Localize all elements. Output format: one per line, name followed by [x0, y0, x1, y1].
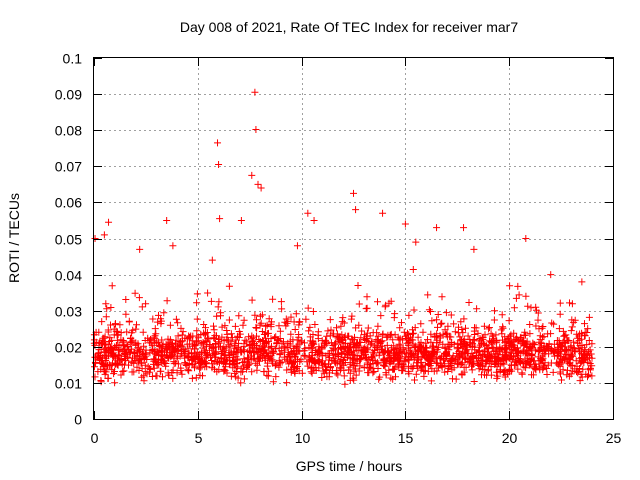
roti-peak-point-2: [105, 218, 113, 226]
roti-peak-point-5: [169, 242, 177, 250]
roti-peak-point-12: [251, 88, 259, 96]
roti-peak-point-7: [214, 139, 222, 147]
roti-peak-point-28: [547, 271, 555, 279]
roti-peak-point-3: [136, 245, 144, 253]
roti-peak-point-14: [254, 180, 262, 188]
y-tick-label: 0.06: [55, 195, 82, 211]
roti-peak-point-18: [310, 216, 318, 224]
roti-peak-point-9: [216, 215, 224, 223]
y-tick-label: 0.05: [55, 232, 82, 248]
roti-peak-point-16: [293, 242, 301, 250]
y-tick-label: 0.02: [55, 340, 82, 356]
roti-peak-point-8: [215, 160, 223, 168]
x-tick-label: 15: [398, 430, 414, 446]
y-tick-label: 0.08: [55, 123, 82, 139]
roti-peak-point-17: [304, 209, 312, 217]
roti-peak-point-10: [237, 216, 245, 224]
roti-peak-point-27: [522, 235, 530, 242]
roti-peak-point-13: [252, 125, 260, 133]
y-tick-label: 0.04: [55, 268, 82, 284]
data-points: [90, 88, 596, 388]
x-tick-label: 25: [606, 430, 622, 446]
plot-frame: [93, 57, 614, 420]
x-tick-label: 10: [295, 430, 311, 446]
roti-peak-point-19: [350, 189, 357, 197]
y-tick-label: 0.09: [55, 87, 82, 103]
x-axis-label: GPS time / hours: [296, 458, 403, 474]
y-tick-label: 0.01: [55, 376, 82, 392]
roti-peak-point-20: [352, 206, 360, 214]
y-axis-label: ROTI / TECUs: [6, 193, 22, 283]
roti-peak-point-4: [163, 216, 171, 224]
y-tick-label: 0.1: [63, 51, 83, 67]
roti-peak-point-22: [401, 220, 409, 228]
x-tick-label: 20: [502, 430, 518, 446]
roti-peak-point-23: [412, 238, 420, 246]
roti-peak-point-6: [208, 256, 216, 264]
roti-peak-point-26: [470, 245, 478, 253]
roti-peak-point-24: [433, 224, 441, 232]
y-tick-label: 0.03: [55, 304, 82, 320]
y-tick-label: 0: [74, 412, 82, 428]
roti-point-cloud: [90, 266, 596, 388]
y-tick-labels: 0 0.01 0.02 0.03 0.04 0.05 0.06 0.07 0.08 0.09 0.1: [55, 51, 82, 428]
y-tick-label: 0.07: [55, 159, 82, 175]
x-tick-labels: 0 5 10 15 20 25: [91, 430, 622, 446]
roti-peak-point-29: [578, 278, 586, 286]
x-tick-label: 5: [195, 430, 203, 446]
roti-peak-point-0: [91, 235, 99, 242]
roti-peak-point-25: [460, 224, 468, 232]
roti-peak-point-11: [248, 171, 256, 179]
chart-title: Day 008 of 2021, Rate Of TEC Index for r…: [180, 19, 518, 35]
x-tick-label: 0: [91, 430, 99, 446]
axis-ticks: [94, 58, 614, 420]
roti-peak-point-15: [257, 184, 265, 192]
roti-peak-point-21: [379, 209, 387, 217]
roti-peak-point-1: [100, 231, 108, 239]
